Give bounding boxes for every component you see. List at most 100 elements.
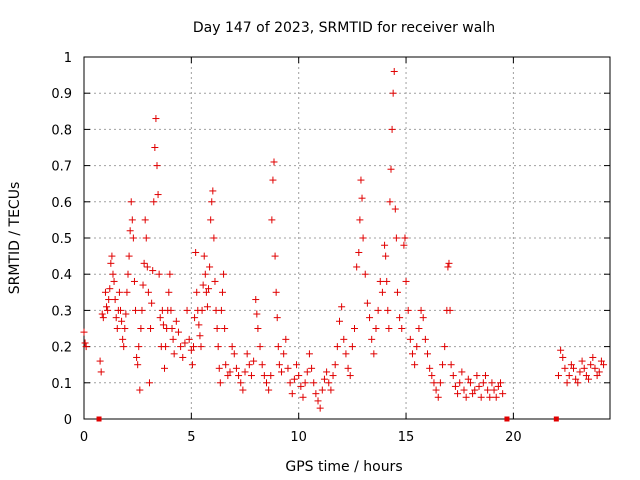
data-point bbox=[376, 277, 384, 285]
data-point bbox=[587, 361, 595, 369]
data-point bbox=[196, 332, 204, 340]
data-point bbox=[385, 325, 393, 332]
data-point bbox=[123, 288, 131, 296]
data-point bbox=[475, 382, 483, 390]
data-point bbox=[585, 375, 593, 383]
data-point bbox=[494, 382, 502, 390]
data-point bbox=[381, 241, 389, 249]
data-point bbox=[104, 306, 112, 314]
data-point bbox=[159, 321, 167, 329]
data-point bbox=[582, 372, 590, 380]
data-point bbox=[130, 277, 138, 285]
data-point bbox=[318, 386, 326, 394]
data-point bbox=[127, 198, 135, 206]
data-point bbox=[129, 234, 137, 242]
data-point bbox=[183, 306, 191, 314]
data-point bbox=[301, 379, 309, 387]
data-point bbox=[460, 386, 468, 394]
data-point bbox=[600, 361, 608, 369]
data-point bbox=[82, 343, 90, 351]
data-point bbox=[445, 259, 453, 267]
data-point bbox=[372, 325, 380, 332]
data-point bbox=[177, 343, 185, 351]
data-point bbox=[390, 67, 398, 75]
data-point bbox=[237, 379, 245, 387]
data-point bbox=[253, 310, 261, 318]
data-point bbox=[113, 325, 121, 332]
data-point bbox=[293, 361, 301, 369]
data-point bbox=[342, 350, 350, 358]
gap-marker bbox=[553, 416, 559, 422]
x-tick-label: 0 bbox=[80, 430, 88, 445]
data-point bbox=[454, 390, 462, 398]
data-point bbox=[98, 310, 106, 318]
data-point bbox=[333, 343, 341, 351]
data-point bbox=[331, 361, 339, 369]
data-point bbox=[471, 386, 479, 394]
data-point bbox=[314, 397, 322, 405]
data-point bbox=[166, 270, 174, 278]
data-point bbox=[243, 350, 251, 358]
data-point bbox=[185, 335, 193, 343]
data-point bbox=[398, 325, 406, 332]
gap-marker bbox=[504, 416, 510, 422]
data-point bbox=[140, 259, 148, 267]
y-tick-label: 0.6 bbox=[51, 196, 72, 211]
data-point bbox=[211, 277, 219, 285]
data-point bbox=[200, 252, 208, 260]
data-point bbox=[218, 288, 226, 296]
data-point bbox=[108, 252, 116, 260]
data-point bbox=[578, 357, 586, 365]
data-point bbox=[247, 372, 255, 380]
y-tick-label: 0.8 bbox=[51, 123, 72, 138]
y-tick-label: 0.1 bbox=[51, 377, 72, 392]
data-point bbox=[554, 372, 562, 380]
data-point bbox=[165, 288, 173, 296]
data-point bbox=[142, 234, 150, 242]
data-point bbox=[239, 386, 247, 394]
data-point bbox=[284, 364, 292, 372]
y-tick-label: 0.5 bbox=[51, 232, 72, 247]
data-point bbox=[119, 335, 127, 343]
data-point bbox=[270, 158, 278, 166]
data-point bbox=[574, 379, 582, 387]
data-point bbox=[295, 372, 303, 380]
data-point bbox=[195, 321, 203, 329]
data-point bbox=[329, 372, 337, 380]
data-point bbox=[297, 382, 305, 390]
data-point bbox=[138, 306, 146, 314]
data-point bbox=[325, 379, 333, 387]
data-point bbox=[391, 205, 399, 213]
data-point bbox=[103, 303, 111, 311]
data-point bbox=[275, 361, 283, 369]
data-point bbox=[109, 270, 117, 278]
data-point bbox=[348, 343, 356, 351]
data-point bbox=[199, 281, 207, 289]
y-tick-label: 0.4 bbox=[51, 268, 72, 283]
data-point bbox=[353, 263, 361, 271]
data-point bbox=[168, 325, 176, 332]
data-point bbox=[202, 288, 210, 296]
data-point bbox=[192, 248, 200, 256]
data-point bbox=[193, 288, 201, 296]
data-point bbox=[143, 263, 151, 271]
data-point bbox=[122, 310, 130, 318]
data-point bbox=[97, 368, 105, 376]
data-point bbox=[262, 379, 270, 387]
data-point bbox=[167, 306, 175, 314]
data-point bbox=[205, 285, 213, 293]
data-point bbox=[456, 379, 464, 387]
data-point bbox=[254, 325, 262, 332]
y-axis-title: SRMTID / TECUs bbox=[7, 182, 23, 295]
data-point bbox=[591, 364, 599, 372]
data-point bbox=[378, 288, 386, 296]
data-point bbox=[563, 379, 571, 387]
data-point bbox=[436, 379, 444, 387]
data-point bbox=[392, 234, 400, 242]
data-point bbox=[145, 379, 153, 387]
data-point bbox=[344, 364, 352, 372]
data-point bbox=[81, 339, 89, 347]
data-point bbox=[206, 263, 214, 271]
data-point bbox=[441, 343, 449, 351]
data-point bbox=[220, 270, 228, 278]
